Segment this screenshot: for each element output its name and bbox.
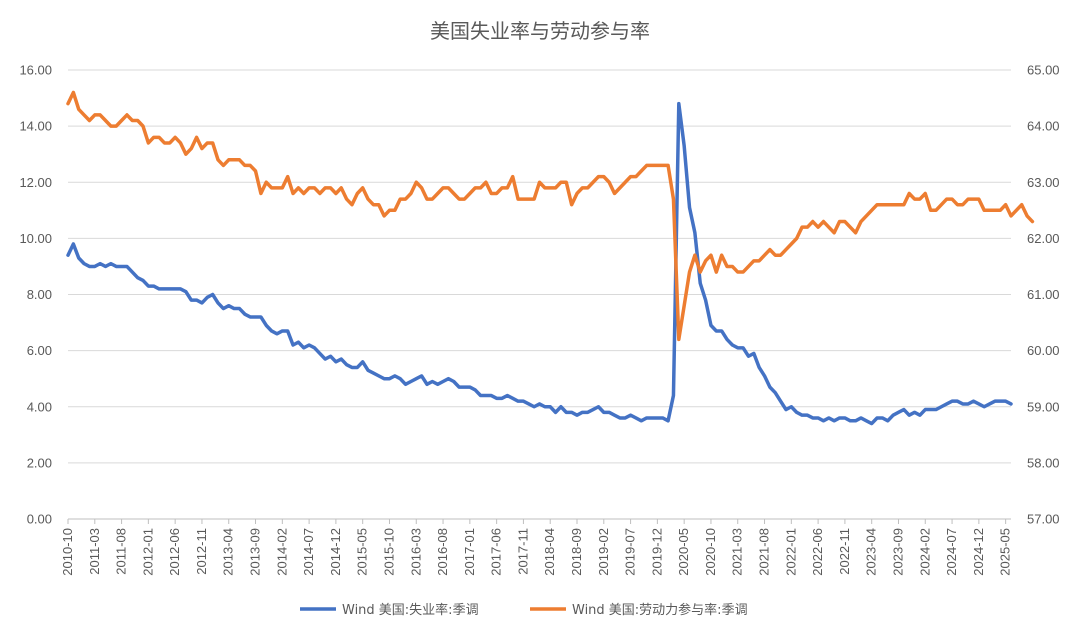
x-tick-label: 2021-08 <box>757 528 772 576</box>
y-right-tick-label: 57.00 <box>1027 512 1060 527</box>
legend-label-participation: Wind 美国:劳动力参与率:季调 <box>572 602 748 618</box>
legend: Wind 美国:失业率:季调 Wind 美国:劳动力参与率:季调 <box>300 602 748 618</box>
x-tick-label: 2022-11 <box>837 528 852 575</box>
x-tick-label: 2012-06 <box>167 528 182 576</box>
x-axis: 2010-10 2011-03 2011-08 2012-01 2012-06 2012-… <box>60 519 1013 576</box>
legend-label-unemployment: Wind 美国:失业率:季调 <box>342 602 479 618</box>
y-left-tick-label: 16.00 <box>19 63 52 78</box>
x-tick-label: 2011-08 <box>114 528 129 575</box>
y-right-tick-label: 65.00 <box>1027 63 1060 78</box>
x-tick-label: 2022-06 <box>810 528 825 576</box>
series-line-participation <box>66 90 1035 342</box>
x-tick-label: 2024-12 <box>971 528 986 576</box>
y-left-tick-label: 10.00 <box>19 231 52 246</box>
x-tick-label: 2017-01 <box>462 528 477 576</box>
y-right-tick-label: 62.00 <box>1027 231 1060 246</box>
x-tick-label: 2016-08 <box>435 528 450 576</box>
chart-title: 美国失业率与劳动参与率 <box>430 19 650 43</box>
x-tick-label: 2010-10 <box>60 528 75 576</box>
y-left-tick-label: 0.00 <box>27 512 52 527</box>
x-tick-label: 2019-02 <box>596 528 611 576</box>
x-tick-label: 2019-12 <box>649 528 664 576</box>
x-tick-label: 2017-06 <box>489 528 504 576</box>
y-right-tick-label: 58.00 <box>1027 455 1060 470</box>
x-tick-label: 2024-02 <box>917 528 932 576</box>
x-tick-label: 2012-01 <box>140 528 155 576</box>
x-tick-label: 2017-11 <box>515 528 530 575</box>
x-tick-label: 2018-09 <box>569 528 584 576</box>
gridlines <box>68 69 1011 520</box>
series-line-unemployment <box>66 101 1013 426</box>
x-tick-label: 2015-05 <box>355 528 370 576</box>
x-tick-label: 2013-09 <box>248 528 263 576</box>
y-right-tick-label: 64.00 <box>1027 119 1060 134</box>
y-left-tick-label: 8.00 <box>27 287 52 302</box>
x-tick-label: 2013-04 <box>221 528 236 576</box>
x-tick-label: 2019-07 <box>623 528 638 576</box>
x-tick-label: 2023-09 <box>890 528 905 576</box>
y-right-tick-label: 61.00 <box>1027 287 1060 302</box>
x-tick-label: 2025-05 <box>998 528 1013 576</box>
x-tick-label: 2014-12 <box>328 528 343 576</box>
x-tick-label: 2023-04 <box>864 528 879 576</box>
y-left-tick-label: 6.00 <box>27 343 52 358</box>
y-right-tick-label: 60.00 <box>1027 343 1060 358</box>
x-tick-label: 2018-04 <box>542 528 557 576</box>
y-axis-right: 57.00 58.00 59.00 60.00 61.00 62.00 63.00 64.00… <box>1027 63 1060 527</box>
x-tick-label: 2020-05 <box>676 528 691 576</box>
y-right-tick-label: 63.00 <box>1027 175 1060 190</box>
y-axis-left: 0.00 2.00 4.00 6.00 8.00 10.00 12.00 14.00 16.00 <box>19 63 52 527</box>
y-right-tick-label: 59.00 <box>1027 399 1060 414</box>
y-left-tick-label: 2.00 <box>27 455 52 470</box>
y-left-tick-label: 14.00 <box>19 119 52 134</box>
x-tick-label: 2022-01 <box>783 528 798 576</box>
x-tick-label: 2024-07 <box>944 528 959 576</box>
x-tick-label: 2011-03 <box>87 528 102 575</box>
x-tick-label: 2014-07 <box>301 528 316 576</box>
series-lines <box>66 90 1035 426</box>
x-tick-label: 2012-11 <box>194 528 209 575</box>
x-tick-label: 2014-02 <box>274 528 289 576</box>
x-tick-label: 2015-10 <box>381 528 396 576</box>
y-left-tick-label: 4.00 <box>27 399 52 414</box>
x-tick-label: 2016-03 <box>408 528 423 576</box>
x-tick-label: 2020-10 <box>703 528 718 576</box>
y-left-tick-label: 12.00 <box>19 175 52 190</box>
x-tick-label: 2021-03 <box>730 528 745 576</box>
